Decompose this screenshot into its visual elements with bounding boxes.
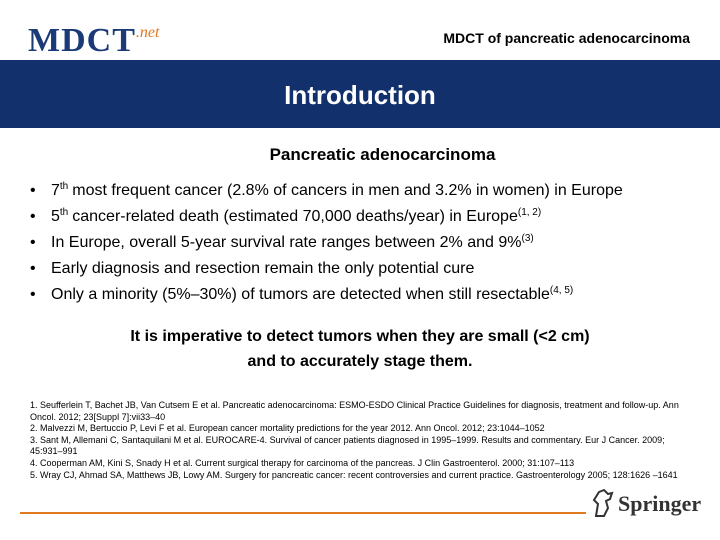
bullet-text: Early diagnosis and resection remain the…	[51, 260, 475, 277]
reference: 1. Seufferlein T, Bachet JB, Van Cutsem …	[30, 400, 679, 422]
emphasis-line: and to accurately stage them.	[247, 353, 473, 370]
bullet-text: In Europe, overall 5-year survival rate …	[51, 234, 522, 251]
footer-line	[20, 512, 586, 514]
bullet-reference: (3)	[521, 233, 534, 244]
bullet-text: most frequent cancer (2.8% of cancers in…	[72, 182, 623, 199]
bullet-reference: (1, 2)	[517, 207, 542, 218]
bullet-reference: (4, 5)	[549, 285, 574, 296]
bullet-text: Only a minority (5%–30%) of tumors are d…	[51, 286, 550, 303]
reference: 2. Malvezzi M, Bertuccio P, Levi F et al…	[30, 423, 545, 434]
banner	[0, 60, 720, 128]
logo-suffix: .net	[135, 24, 160, 41]
reference: 5. Wray CJ, Ahmad SA, Matthews JB, Lowy …	[30, 469, 678, 480]
bullet-lead: 5	[51, 208, 60, 225]
emphasis-line: It is imperative to detect tumors when t…	[130, 328, 590, 345]
bullet-item: Early diagnosis and resection remain the…	[30, 260, 623, 286]
bullet-lead-sup: th	[59, 207, 69, 218]
reference: 4. Cooperman AM, Kini S, Snady H et al. …	[30, 457, 575, 468]
subtitle: Pancreatic adenocarcinoma	[269, 145, 496, 164]
bullet-text: cancer-related death (estimated 70,000 d…	[72, 208, 518, 225]
header-title: MDCT of pancreatic adenocarcinoma	[443, 30, 690, 46]
bullet-lead: 7	[51, 182, 60, 199]
slide-title: Introduction	[284, 80, 436, 110]
reference: 3. Sant M, Allemani C, Santaquilani M et…	[30, 434, 665, 457]
logo: MDCT.net	[28, 22, 159, 60]
publisher: Springer	[618, 491, 702, 516]
publisher-icon	[592, 488, 614, 517]
references: 1. Seufferlein T, Bachet JB, Van Cutsem …	[30, 400, 680, 481]
bullet-item: In Europe, overall 5-year survival rate …	[30, 234, 623, 260]
bullet-item: Only a minority (5%–30%) of tumors are d…	[30, 286, 623, 312]
logo-main: MDCT	[28, 22, 136, 59]
bullet-lead-sup: th	[59, 181, 69, 192]
